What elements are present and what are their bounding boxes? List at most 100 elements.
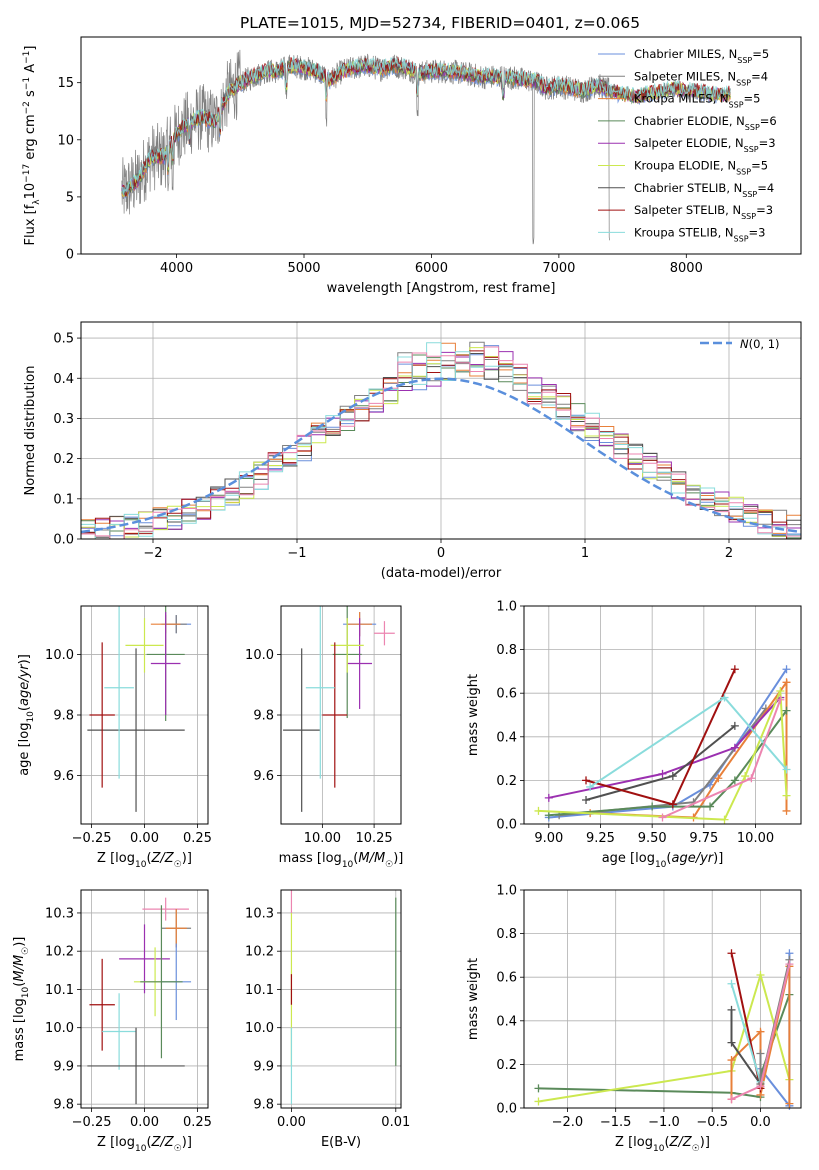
label-part: )]	[12, 937, 27, 947]
x-axis-label: mass [log10(M/M☉)]	[279, 851, 404, 870]
y-tick-label: 0.6	[496, 971, 517, 986]
legend-text-part: =5	[751, 159, 768, 173]
y-tick-label: 10	[57, 133, 74, 148]
legend-text-part: Kroupa STELIB, N	[634, 225, 734, 239]
label-part: mass weight	[466, 674, 481, 756]
y-tick-label: 10.1	[245, 983, 274, 998]
label-part: −2	[22, 101, 32, 114]
data-point-marker	[727, 979, 736, 988]
label-part: erg cm	[23, 114, 38, 163]
series-line	[548, 696, 782, 799]
x-axis-label: E(B-V)	[321, 1135, 361, 1150]
y-tick-label: 0.0	[496, 1102, 517, 1117]
label-part: mass weight	[466, 958, 481, 1040]
x-tick-label: 6000	[415, 261, 448, 276]
label-part: (	[12, 982, 27, 987]
label-part: 10	[135, 860, 147, 870]
label-part: 10	[23, 183, 38, 200]
data-point-marker	[756, 1027, 765, 1036]
axes-frame	[523, 889, 802, 1109]
legend-text-part: Salpeter ELODIE, N	[634, 136, 744, 150]
y-tick-label: 9.8	[53, 709, 74, 724]
data-point-marker	[720, 815, 729, 824]
label-part: Z/Z	[151, 1135, 175, 1150]
x-tick-label: 0.00	[277, 1115, 306, 1130]
y-tick-label: 10.2	[45, 945, 74, 960]
legend-text-part: =3	[759, 136, 776, 150]
legend-entry: Kroupa STELIB, NSSP=3	[634, 225, 765, 243]
legend-text-part: SSP	[745, 122, 760, 131]
x-tick-label: 4000	[160, 261, 193, 276]
data-point-marker	[747, 774, 756, 783]
data-point-marker	[782, 791, 791, 800]
y-tick-label: 0.4	[496, 730, 517, 745]
age-vs-metallicity-panel: −0.25 0.00 0.259.69.810.0Z [log10(Z/Z☉)]ag…	[17, 605, 212, 870]
errorbar-group	[87, 606, 192, 812]
legend-entry: Kroupa ELODIE, NSSP=5	[634, 159, 768, 177]
label-part: Z [log	[615, 1135, 653, 1150]
legend-entry: Chabrier MILES, NSSP=5	[634, 47, 769, 65]
errorbar-group	[87, 897, 192, 1105]
data-point-marker	[727, 1095, 736, 1104]
label-part: 10	[135, 1144, 147, 1154]
label-part: 10	[655, 860, 667, 870]
x-axis-label: Z [log10(Z/Z☉)]	[615, 1135, 710, 1154]
legend-entry: Chabrier ELODIE, NSSP=6	[634, 114, 777, 131]
x-tick-label: 8000	[670, 261, 703, 276]
y-tick-label: 1.0	[496, 884, 517, 899]
legend-text-part: SSP	[744, 145, 759, 154]
x-tick-label: 10.00	[304, 831, 341, 846]
legend-entry: Kroupa MILES, NSSP=5	[634, 92, 760, 110]
y-tick-label: 0.2	[496, 1058, 517, 1073]
legend-text-part: (0, 1)	[749, 337, 780, 351]
data-point-marker	[658, 769, 667, 778]
y-tick-label: 1.0	[496, 600, 517, 615]
axes-frame	[523, 605, 802, 825]
label-part: )]	[713, 851, 723, 866]
label-part: )]	[393, 851, 403, 866]
data-point-marker	[727, 1038, 736, 1047]
label-part: age/yr	[17, 663, 32, 706]
data-point-marker	[730, 743, 739, 752]
y-tick-label: 0.3	[53, 412, 74, 427]
label-part: λ	[32, 199, 42, 205]
x-tick-label: 0.25	[183, 1115, 212, 1130]
y-tick-label: 0.2	[53, 452, 74, 467]
y-tick-label: 0	[66, 248, 74, 263]
label-part: ☉	[174, 860, 182, 870]
y-tick-label: 0.8	[496, 927, 517, 942]
data-point-marker	[756, 1049, 765, 1058]
label-part: ☉	[21, 947, 31, 955]
label-part: wavelength [Angstrom, rest frame]	[327, 281, 556, 296]
y-tick-label: 0.0	[53, 533, 74, 548]
errorbar-group	[290, 890, 397, 1105]
data-point-marker	[782, 765, 791, 774]
data-point-marker	[782, 706, 791, 715]
label-part: (	[353, 851, 358, 866]
legend-text-part: Kroupa ELODIE, N	[634, 159, 736, 173]
data-point-marker	[785, 960, 794, 969]
legend-text-part: =5	[752, 47, 769, 61]
label-part: )]	[17, 654, 32, 664]
data-point-marker	[544, 793, 553, 802]
data-point-marker	[544, 811, 553, 820]
x-tick-label: 0.25	[183, 831, 212, 846]
x-axis-label: wavelength [Angstrom, rest frame]	[327, 281, 556, 296]
legend-text-part: Chabrier ELODIE, N	[634, 114, 745, 128]
data-point-marker	[727, 949, 736, 958]
data-point-marker	[782, 806, 791, 815]
y-tick-label: 10.2	[245, 945, 274, 960]
legend-entry: Salpeter ELODIE, NSSP=3	[634, 136, 776, 154]
data-point-marker	[586, 782, 595, 791]
series-line	[589, 696, 788, 788]
legend-text-part: =4	[757, 181, 774, 195]
data-point-marker	[776, 695, 785, 704]
data-point-marker	[668, 772, 677, 781]
y-tick-label: 9.6	[53, 769, 74, 784]
data-point-marker	[741, 772, 750, 781]
x-tick-label: 0	[437, 546, 445, 561]
label-part: mass [log	[279, 851, 342, 866]
legend-text-part: =5	[744, 92, 761, 106]
x-tick-label: 10.00	[737, 831, 774, 846]
y-tick-label: 10.3	[45, 906, 74, 921]
